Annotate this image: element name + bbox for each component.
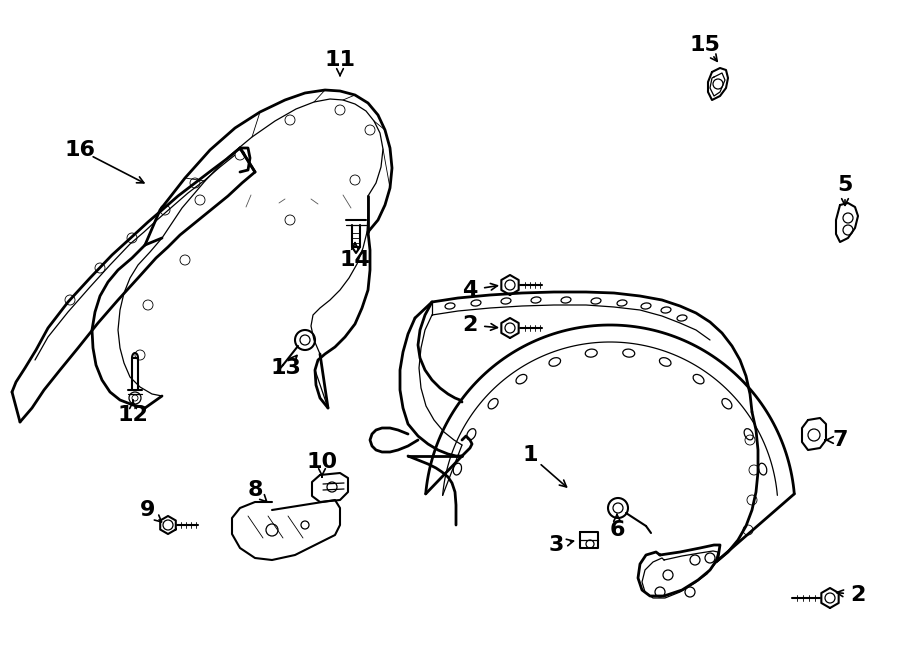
- Text: 8: 8: [248, 480, 263, 500]
- Text: 15: 15: [689, 35, 720, 55]
- Text: 1: 1: [522, 445, 538, 465]
- Text: 10: 10: [306, 452, 338, 472]
- Text: 7: 7: [832, 430, 848, 450]
- Text: 13: 13: [271, 358, 302, 378]
- Text: 9: 9: [140, 500, 156, 520]
- Text: 6: 6: [609, 520, 625, 540]
- Text: 12: 12: [118, 405, 148, 425]
- Text: 3: 3: [548, 535, 563, 555]
- Text: 5: 5: [837, 175, 852, 195]
- Text: 16: 16: [65, 140, 95, 160]
- Text: 2: 2: [850, 585, 866, 605]
- Text: 2: 2: [463, 315, 478, 335]
- Text: 11: 11: [325, 50, 356, 70]
- Text: 4: 4: [463, 280, 478, 300]
- Text: 14: 14: [339, 250, 371, 270]
